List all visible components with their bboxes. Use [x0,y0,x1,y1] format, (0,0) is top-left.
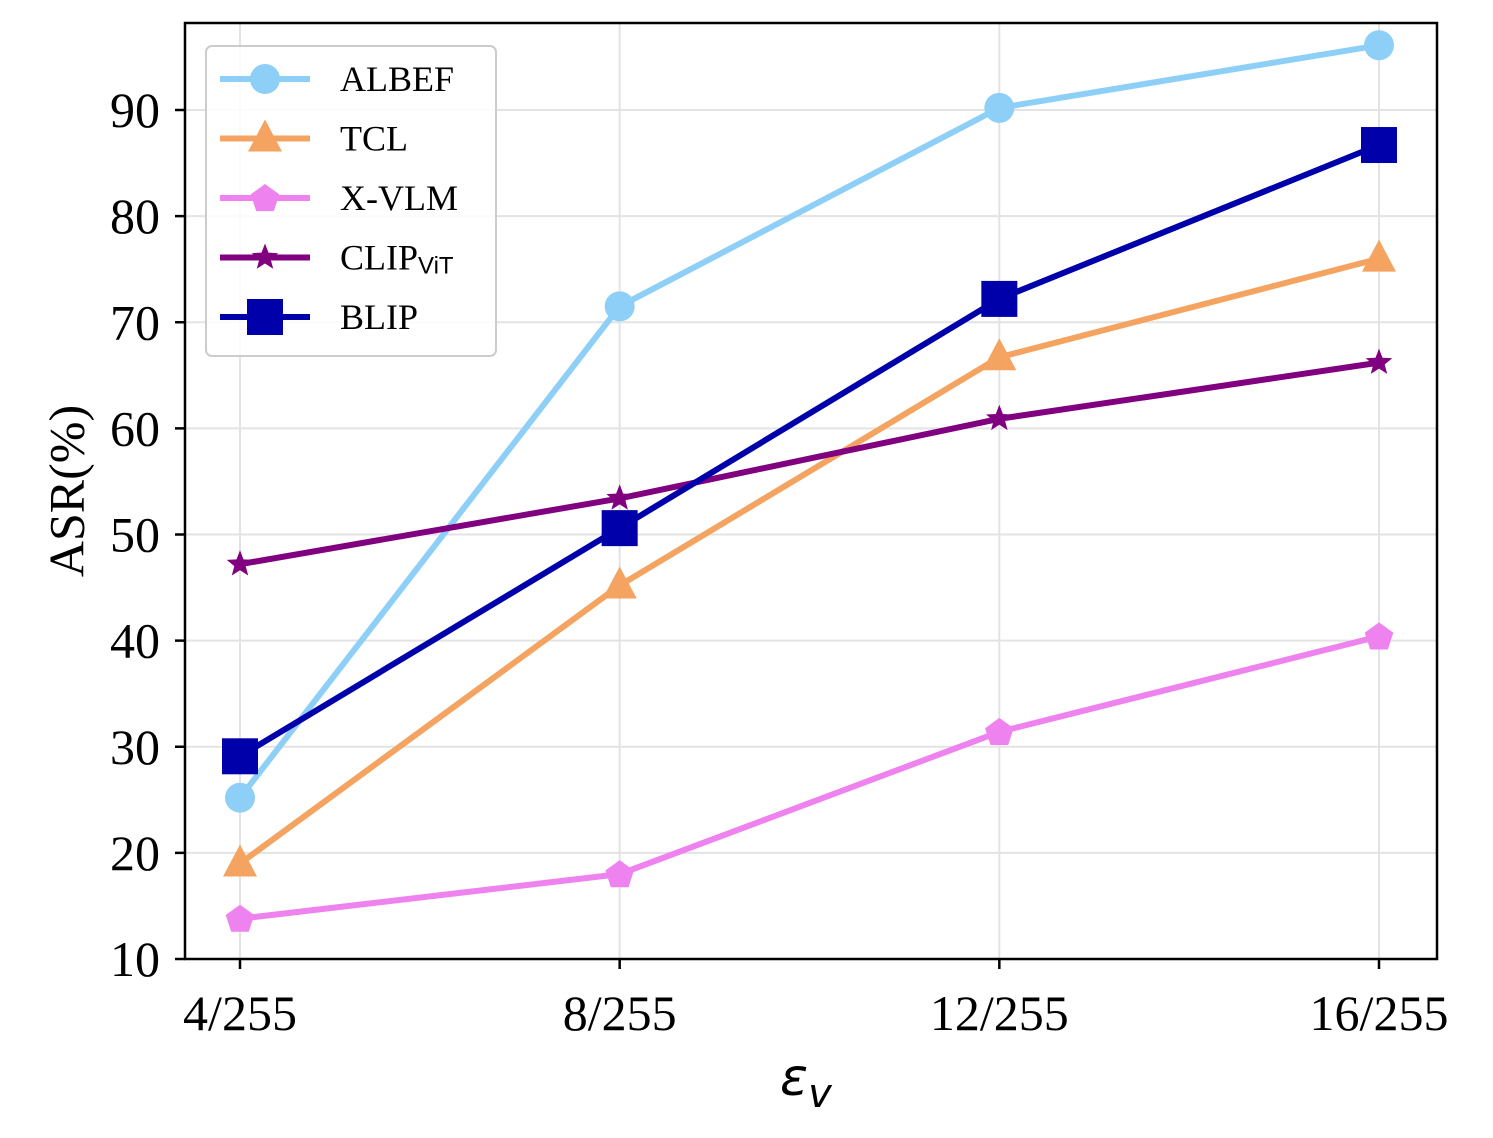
legend-label-tcl: TCL [340,119,408,159]
y-tick-label: 60 [110,400,160,456]
y-tick-label: 80 [110,188,160,244]
data-point-clip [226,550,254,576]
series-line-blip [237,142,1382,760]
x-axis-ticks: 4/255 8/255 12/255 16/255 [183,959,1448,1041]
x-tick-label: 16/255 [1310,985,1449,1041]
data-point-blip [222,738,258,775]
y-tick-label: 40 [110,613,160,669]
data-point-tcl [1362,239,1396,272]
y-tick-label: 10 [110,931,160,987]
y-tick-label: 50 [110,507,160,563]
series-line-x-vlm [237,633,1382,922]
data-point-blip [981,280,1018,317]
series-line-albef [237,42,1382,801]
data-point-clip [1365,348,1393,374]
y-tick-label: 20 [110,825,160,881]
legend-box [205,45,497,357]
legend-label-blip: BLIP [340,297,418,337]
y-tick-label: 70 [110,294,160,350]
legend: ALBEF TCL X-VLM CLIPViT BLIP [205,45,497,357]
y-axis-title: ASR(%) [38,405,94,577]
data-point-x-vlm [605,860,634,888]
x-axis-title: εv [780,1048,833,1117]
series-line-clip [237,359,1382,568]
series-markers [222,30,1397,932]
x-axis-symbol: ε [780,1048,808,1108]
data-point-tcl [602,566,637,599]
data-point-tcl [223,844,257,877]
data-point-x-vlm [225,904,255,932]
legend-marker-albef [250,64,280,94]
data-point-x-vlm [985,717,1014,745]
legend-marker-clip [251,243,279,269]
x-axis-subscript: v [808,1071,833,1117]
y-axis-ticks: 10 20 30 40 50 60 70 80 90 [110,82,185,987]
data-point-clip [986,404,1013,431]
y-tick-label: 90 [110,82,160,138]
data-point-albef [984,92,1015,123]
legend-label-albef: ALBEF [340,59,454,99]
x-tick-label: 4/255 [183,985,297,1041]
legend-marker-blip [247,299,283,335]
legend-label-subscript: ViT [418,252,454,279]
plot-frame [183,21,1439,961]
legend-marker-tcl [248,119,282,152]
legend-label-x-vlm: X-VLM [340,178,458,218]
data-point-albef [225,782,255,813]
data-point-clip [606,484,633,510]
legend-label-clip: CLIPViT [340,238,454,280]
x-tick-label: 8/255 [563,985,677,1041]
series-lines [237,42,1382,922]
x-tick-label: 12/255 [930,985,1069,1041]
data-point-x-vlm [1364,622,1394,650]
series-line-tcl [237,255,1382,867]
data-point-blip [1361,127,1397,164]
y-tick-label: 30 [110,719,160,775]
data-point-blip [601,510,638,547]
data-point-albef [1364,30,1394,61]
data-point-tcl [982,338,1017,371]
legend-marker-x-vlm [250,184,280,212]
data-point-albef [604,291,635,322]
